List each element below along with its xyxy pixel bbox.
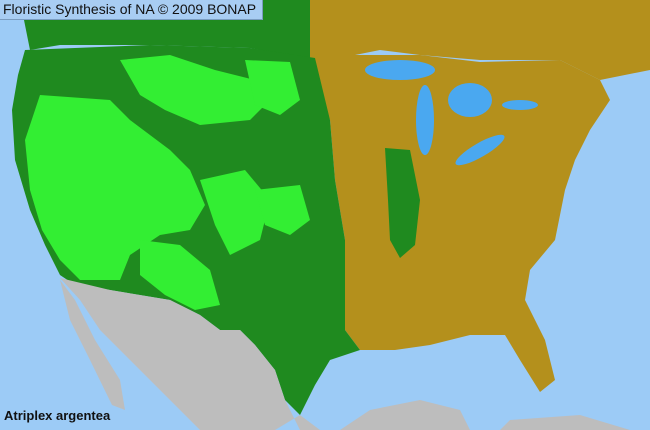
map-title: Floristic Synthesis of NA © 2009 BONAP	[0, 0, 264, 20]
cuba-region	[500, 415, 630, 430]
dakotas-counties	[245, 60, 300, 115]
baja-region	[60, 280, 125, 410]
eastern-us-absent	[310, 55, 610, 392]
mexico-region	[60, 278, 470, 430]
canada-region	[310, 0, 650, 80]
great-basin-counties	[25, 95, 205, 280]
colorado-counties	[200, 170, 270, 255]
southwest-counties	[140, 240, 220, 310]
plains-counties	[255, 185, 310, 235]
species-label: Atriplex argentea	[4, 408, 111, 423]
great-lakes	[365, 60, 538, 166]
illinois-present	[385, 148, 420, 258]
montana-counties	[120, 55, 275, 125]
